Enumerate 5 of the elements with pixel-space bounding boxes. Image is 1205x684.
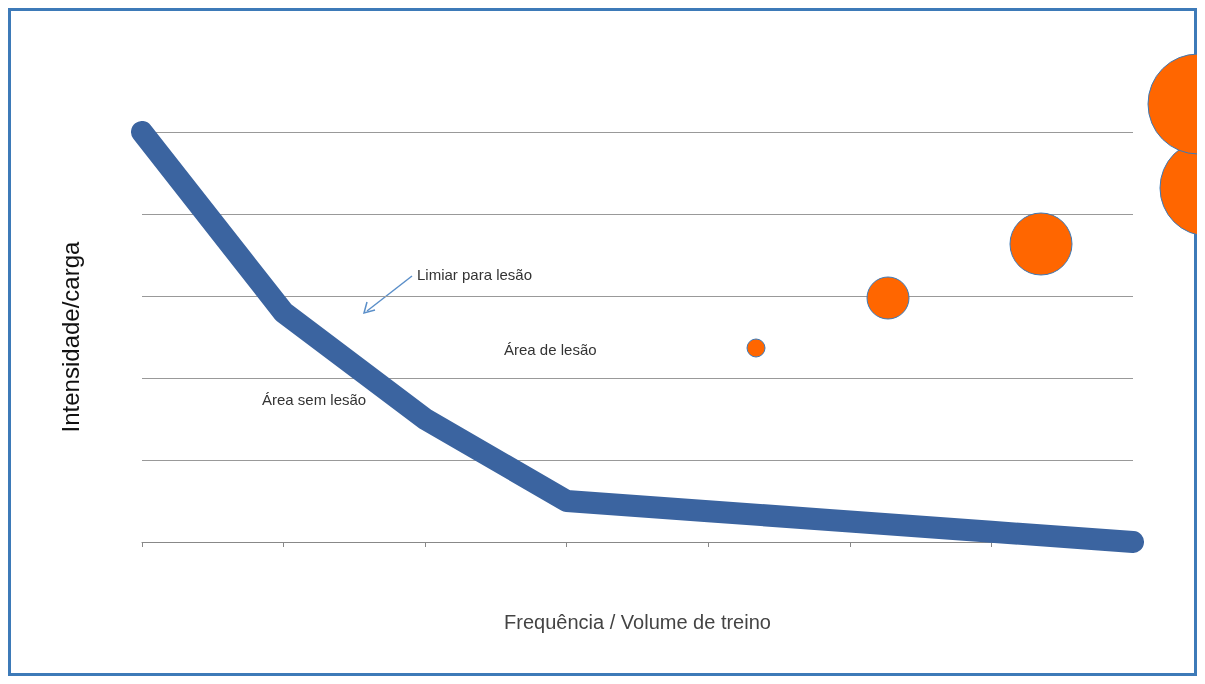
annotation: Área de lesão: [504, 341, 597, 358]
annotation: Limiar para lesão: [417, 266, 533, 283]
y-axis-title: Intensidade/carga: [56, 240, 84, 433]
x-axis-title: Frequência / Volume de treino: [504, 611, 771, 633]
annotation: Área sem lesão: [262, 391, 367, 408]
